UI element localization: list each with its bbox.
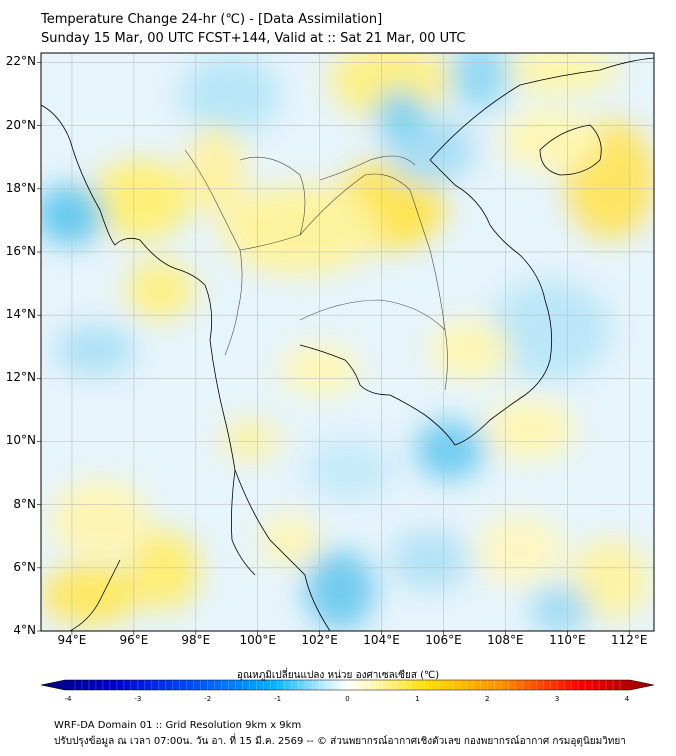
colorbar-title: อุณหภูมิเปลี่ยนแปลง หน่วย องศาเซลเซียส (…: [236, 670, 440, 681]
lat-label: 18°N: [5, 180, 36, 195]
colorbar-tick-label: 3: [554, 695, 560, 703]
lon-label: 102°E: [301, 633, 338, 647]
temperature-field: [41, 53, 654, 631]
colorbar-tick-label: -1: [274, 695, 282, 703]
colorbar-tick-label: -2: [204, 695, 212, 703]
map-subtitle: Sunday 15 Mar, 00 UTC FCST+144, Valid at…: [41, 31, 466, 46]
lat-label: 8°N: [13, 496, 36, 511]
footer-credit: ปรับปรุงข้อมูล ณ เวลา 07:00น. วัน อา. ที…: [54, 736, 626, 747]
lon-label: 100°E: [239, 633, 276, 647]
colorbar-tick-label: 2: [485, 695, 490, 703]
colorbar-tick-label: -4: [64, 695, 72, 703]
lon-label: 108°E: [487, 633, 524, 647]
lon-label: 94°E: [57, 633, 87, 647]
colorbar-tick-label: 0: [345, 695, 350, 703]
footer-domain: WRF-DA Domain 01 :: Grid Resolution 9km …: [54, 720, 302, 731]
lat-label: 20°N: [5, 117, 36, 132]
lat-label: 14°N: [5, 307, 36, 322]
colorbar-tick-label: 4: [624, 695, 630, 703]
lon-label: 106°E: [425, 633, 462, 647]
lon-label: 104°E: [363, 633, 400, 647]
lon-label: 112°E: [610, 633, 648, 647]
colorbar-tick-label: -3: [134, 695, 142, 703]
lat-label: 16°N: [5, 243, 36, 258]
lat-label: 22°N: [5, 54, 36, 69]
lat-label: 10°N: [5, 433, 36, 448]
lat-label: 12°N: [5, 370, 36, 385]
lat-label: 4°N: [13, 623, 36, 637]
lon-label: 96°E: [119, 633, 149, 647]
lat-label: 6°N: [13, 559, 36, 574]
map-title: Temperature Change 24-hr (℃) - [Data Ass…: [41, 12, 383, 27]
borders: [184, 149, 448, 391]
coastlines: [41, 57, 654, 631]
colorbar: [40, 679, 655, 691]
colorbar-tick-label: 1: [415, 695, 420, 703]
lon-label: 98°E: [181, 633, 211, 647]
map-frame: [40, 52, 655, 632]
lon-label: 110°E: [549, 633, 586, 647]
